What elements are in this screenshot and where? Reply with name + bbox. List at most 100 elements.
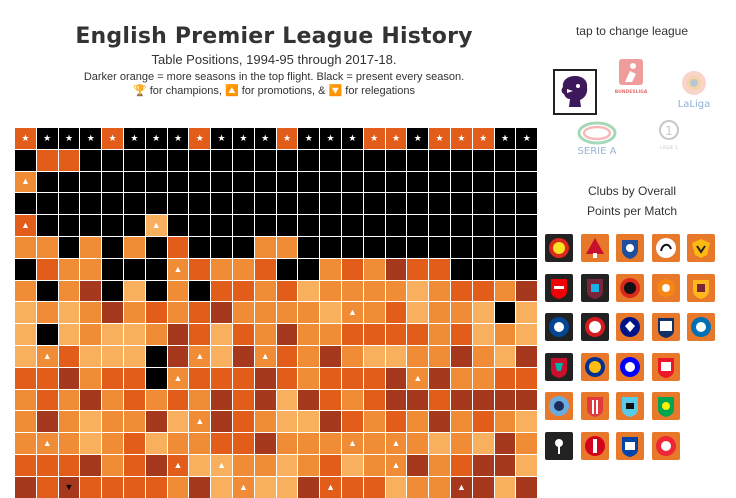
grid-cell[interactable] (102, 171, 123, 193)
grid-cell[interactable] (363, 302, 385, 324)
grid-cell[interactable] (233, 280, 254, 302)
club-crest-man-utd[interactable] (545, 234, 573, 262)
grid-cell[interactable] (363, 389, 385, 411)
grid-cell[interactable]: ★ (211, 128, 232, 149)
grid-cell[interactable] (276, 476, 298, 498)
league-serie-a[interactable]: SERIE A (570, 118, 624, 160)
grid-cell[interactable]: ▲ (15, 215, 36, 236)
grid-cell[interactable] (407, 302, 429, 324)
grid-cell[interactable] (189, 433, 211, 454)
grid-cell[interactable]: ★ (80, 128, 102, 149)
grid-cell[interactable] (58, 171, 80, 193)
grid-cell[interactable] (233, 302, 254, 324)
grid-cell[interactable] (276, 324, 298, 345)
grid-cell[interactable] (276, 258, 298, 280)
grid-cell[interactable] (472, 433, 494, 454)
grid-cell[interactable]: ▲ (167, 367, 189, 389)
grid-cell[interactable] (516, 346, 538, 367)
grid-cell[interactable] (451, 346, 472, 367)
grid-cell[interactable] (145, 237, 167, 258)
grid-cell[interactable] (15, 193, 36, 215)
grid-cell[interactable] (516, 411, 538, 433)
grid-cell[interactable] (342, 215, 363, 236)
grid-cell[interactable] (407, 149, 429, 171)
grid-cell[interactable] (58, 149, 80, 171)
grid-cell[interactable] (494, 215, 516, 236)
grid-cell[interactable] (15, 367, 36, 389)
grid-cell[interactable] (472, 193, 494, 215)
grid-cell[interactable] (254, 324, 276, 345)
grid-cell[interactable] (80, 280, 102, 302)
grid-cell[interactable] (342, 258, 363, 280)
grid-cell[interactable]: ▲ (320, 476, 341, 498)
grid-cell[interactable] (80, 455, 102, 476)
grid-cell[interactable] (494, 433, 516, 454)
grid-cell[interactable] (342, 193, 363, 215)
grid-cell[interactable] (342, 237, 363, 258)
grid-cell[interactable] (80, 367, 102, 389)
grid-cell[interactable] (167, 411, 189, 433)
grid-cell[interactable] (233, 215, 254, 236)
grid-cell[interactable] (320, 171, 341, 193)
grid-cell[interactable] (124, 324, 145, 345)
grid-cell[interactable]: ▲ (451, 476, 472, 498)
grid-cell[interactable] (298, 193, 320, 215)
grid-cell[interactable] (385, 389, 407, 411)
grid-cell[interactable] (58, 324, 80, 345)
grid-cell[interactable] (494, 302, 516, 324)
grid-cell[interactable] (320, 258, 341, 280)
grid-cell[interactable]: ★ (298, 128, 320, 149)
grid-cell[interactable]: ★ (102, 128, 123, 149)
grid-cell[interactable] (145, 433, 167, 454)
grid-cell[interactable] (429, 237, 450, 258)
grid-cell[interactable] (385, 302, 407, 324)
grid-cell[interactable] (385, 215, 407, 236)
grid-cell[interactable] (429, 149, 450, 171)
grid-cell[interactable] (80, 476, 102, 498)
grid-cell[interactable] (124, 237, 145, 258)
grid-cell[interactable] (516, 171, 538, 193)
grid-cell[interactable] (407, 476, 429, 498)
grid-cell[interactable] (36, 237, 58, 258)
grid-cell[interactable] (145, 367, 167, 389)
grid-cell[interactable] (15, 324, 36, 345)
grid-cell[interactable] (124, 433, 145, 454)
club-crest-derby[interactable] (651, 234, 680, 262)
grid-cell[interactable] (385, 367, 407, 389)
grid-cell[interactable] (15, 346, 36, 367)
grid-cell[interactable] (102, 193, 123, 215)
grid-cell[interactable] (429, 171, 450, 193)
grid-cell[interactable]: ★ (15, 128, 36, 149)
grid-cell[interactable] (276, 455, 298, 476)
grid-cell[interactable] (516, 193, 538, 215)
grid-cell[interactable] (363, 149, 385, 171)
grid-cell[interactable] (298, 433, 320, 454)
club-crest-man-city[interactable] (545, 392, 573, 420)
club-crest-southampton[interactable] (580, 313, 609, 341)
grid-cell[interactable] (363, 367, 385, 389)
grid-cell[interactable]: ▲ (36, 433, 58, 454)
grid-cell[interactable] (407, 171, 429, 193)
grid-cell[interactable] (494, 193, 516, 215)
grid-cell[interactable] (472, 171, 494, 193)
grid-cell[interactable] (516, 455, 538, 476)
grid-cell[interactable] (494, 324, 516, 345)
grid-cell[interactable] (80, 302, 102, 324)
grid-cell[interactable] (407, 258, 429, 280)
grid-cell[interactable] (516, 237, 538, 258)
grid-cell[interactable] (211, 171, 232, 193)
grid-cell[interactable] (36, 258, 58, 280)
grid-cell[interactable] (124, 476, 145, 498)
grid-cell[interactable] (276, 433, 298, 454)
grid-cell[interactable] (233, 149, 254, 171)
grid-cell[interactable] (451, 411, 472, 433)
grid-cell[interactable] (211, 476, 232, 498)
grid-cell[interactable]: ▲ (15, 171, 36, 193)
grid-cell[interactable] (407, 193, 429, 215)
grid-cell[interactable] (36, 324, 58, 345)
grid-cell[interactable] (189, 149, 211, 171)
grid-cell[interactable] (211, 302, 232, 324)
grid-cell[interactable] (80, 411, 102, 433)
grid-cell[interactable] (15, 476, 36, 498)
grid-cell[interactable]: ▲ (385, 433, 407, 454)
